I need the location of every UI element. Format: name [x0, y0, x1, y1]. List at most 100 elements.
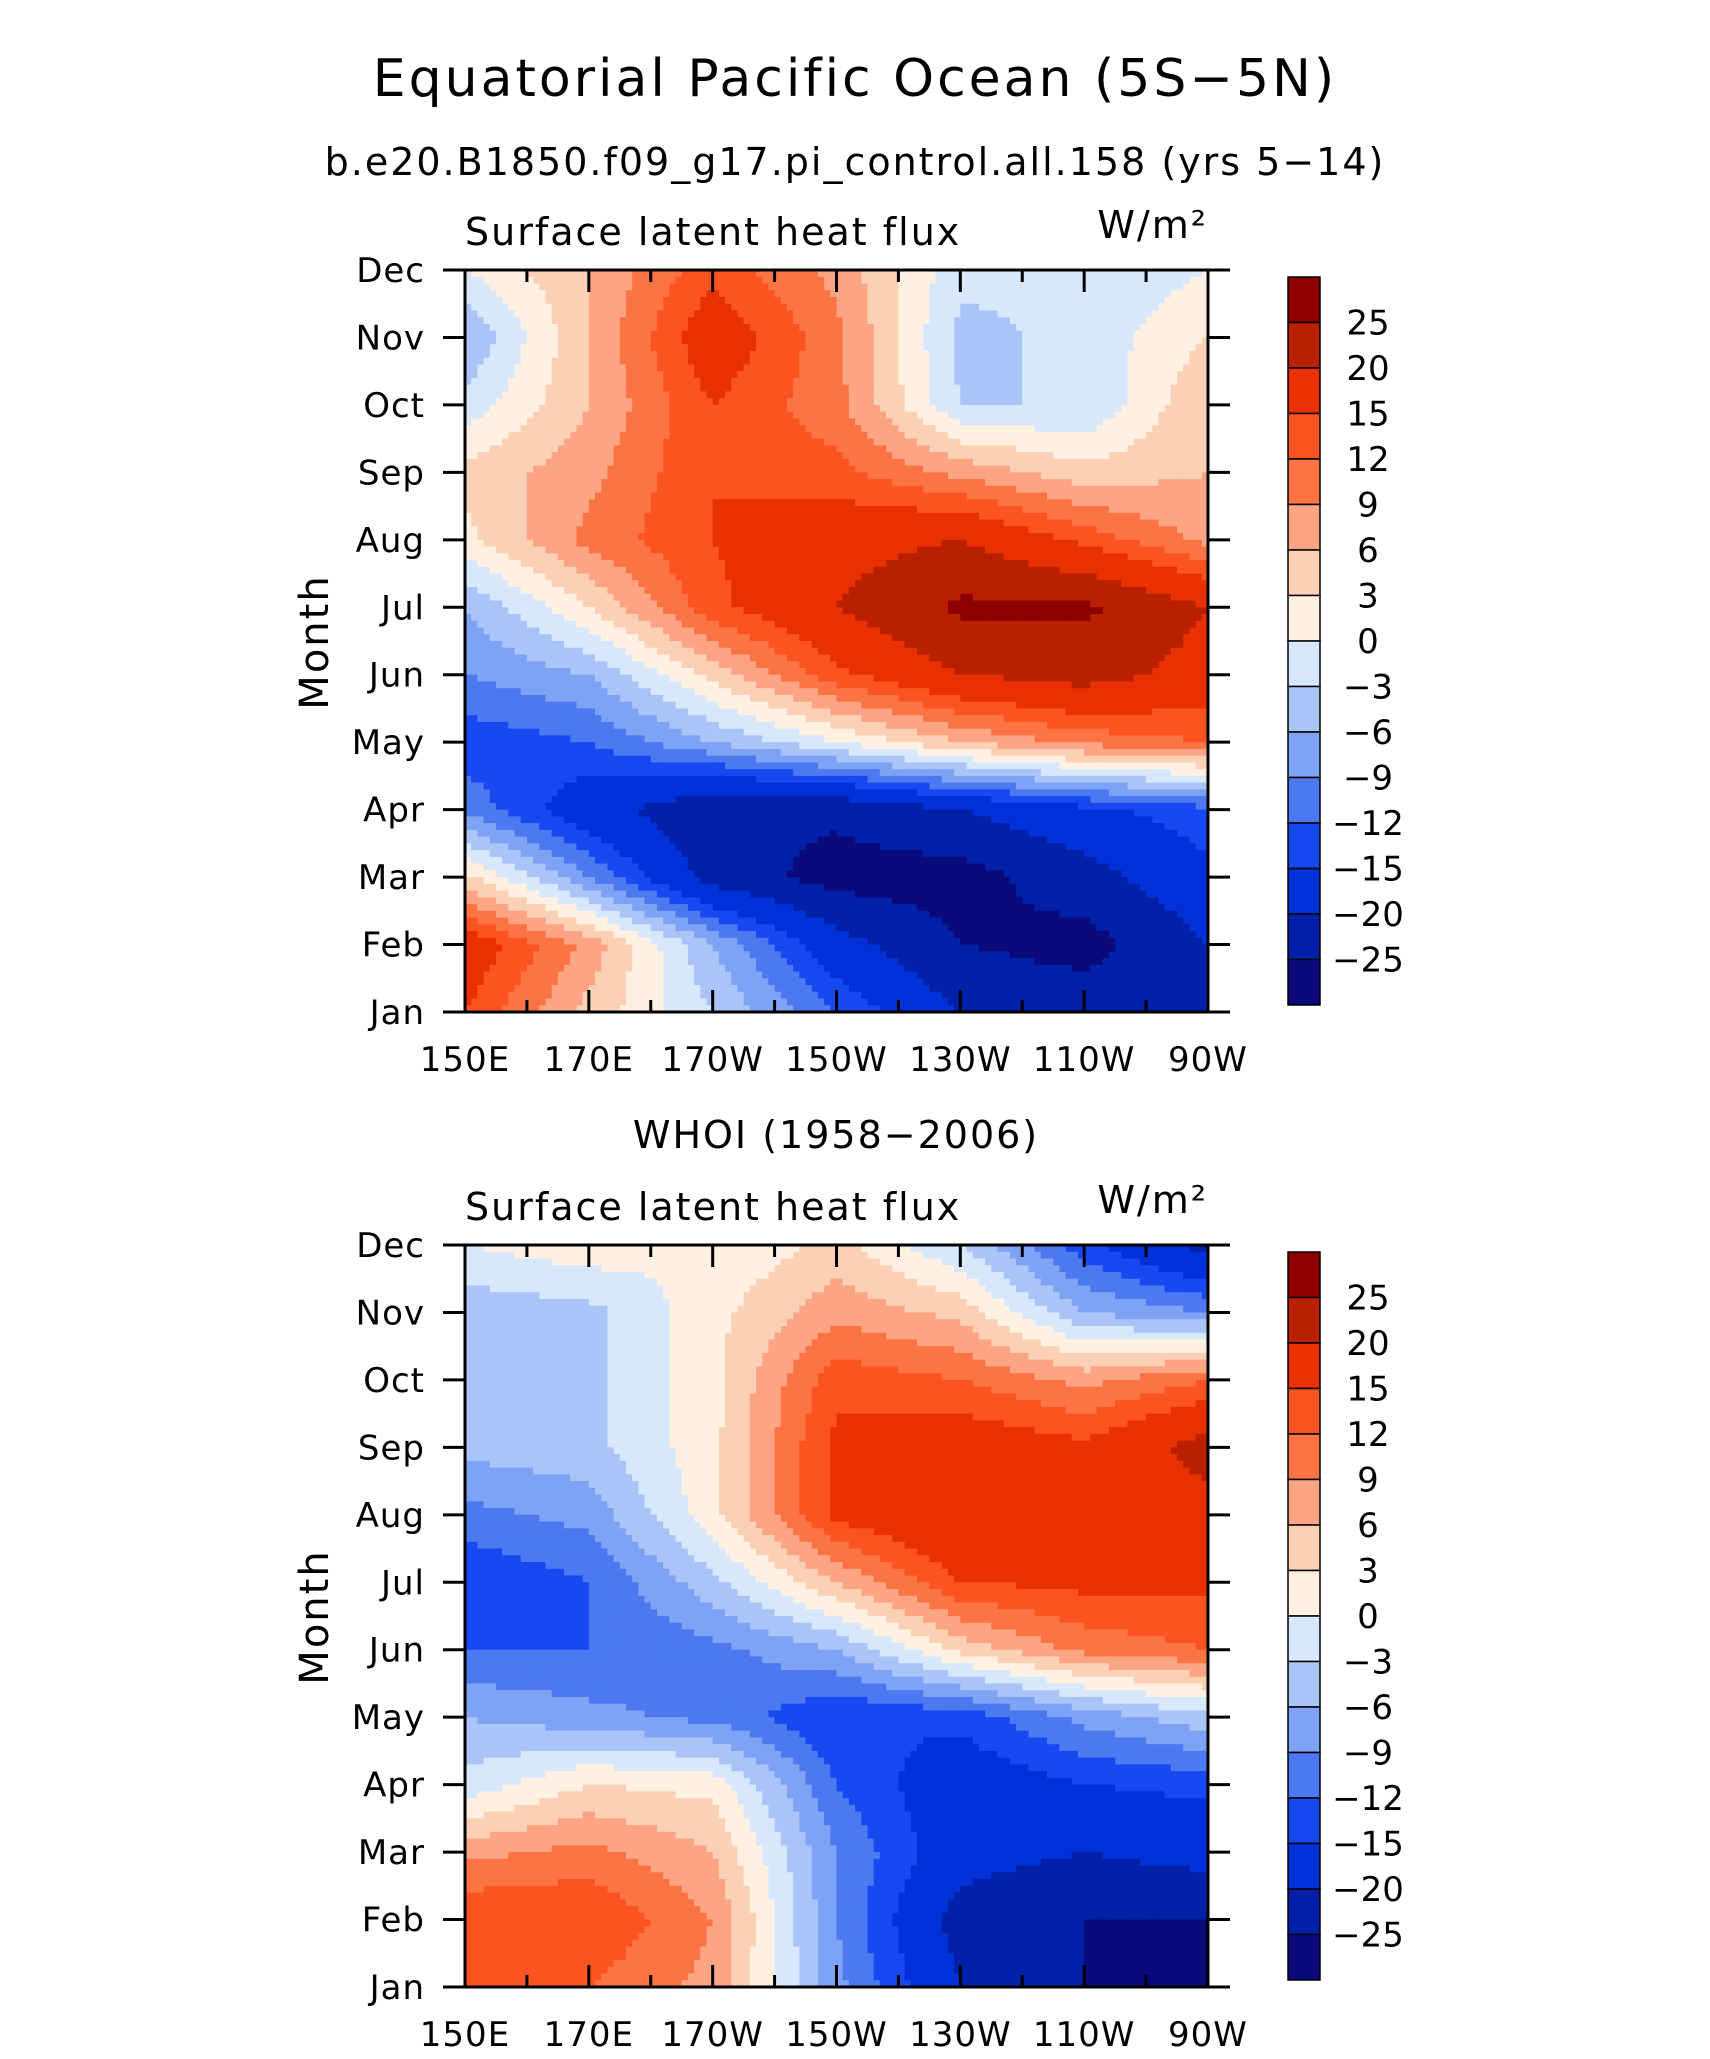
heatmap-cell — [910, 323, 918, 332]
heatmap-cell — [935, 377, 943, 386]
heatmap-cell — [725, 526, 732, 534]
heatmap-cell — [842, 270, 850, 278]
heatmap-cell — [650, 364, 658, 372]
heatmap-cell — [564, 519, 571, 527]
heatmap-cell — [1121, 391, 1129, 399]
heatmap-cell — [1177, 384, 1184, 393]
heatmap-cell — [762, 546, 769, 554]
heatmap-cell — [1077, 425, 1085, 433]
heatmap-cell — [786, 290, 794, 298]
heatmap-cell — [972, 472, 980, 480]
heatmap-cell — [1152, 310, 1160, 318]
heatmap-cell — [768, 391, 776, 399]
heatmap-cell — [1108, 404, 1116, 413]
heatmap-cell — [508, 357, 516, 366]
heatmap-cell — [1183, 317, 1191, 325]
heatmap-cell — [551, 344, 559, 352]
heatmap-cell — [520, 539, 528, 548]
heatmap-cell — [1040, 296, 1048, 305]
heatmap-cell — [1009, 506, 1017, 514]
heatmap-cell — [756, 512, 763, 521]
heatmap-cell — [873, 398, 881, 406]
heatmap-cell — [737, 377, 745, 386]
heatmap-cell — [737, 539, 745, 548]
heatmap-cell — [681, 438, 689, 446]
heatmap-cell — [749, 310, 757, 318]
heatmap-cell — [799, 310, 807, 318]
heatmap-cell — [861, 425, 869, 433]
heatmap-cell — [805, 296, 813, 305]
heatmap-cell — [681, 371, 689, 379]
heatmap-cell — [675, 533, 683, 541]
heatmap-cell — [1065, 499, 1073, 507]
heatmap-cell — [650, 472, 658, 480]
heatmap-cell — [1158, 384, 1166, 393]
heatmap-cell — [997, 425, 1005, 433]
heatmap-cell — [700, 465, 708, 473]
heatmap-cell — [966, 418, 974, 426]
heatmap-cell — [675, 485, 683, 494]
heatmap-cell — [836, 283, 844, 291]
heatmap-cell — [712, 270, 720, 278]
heatmap-cell — [650, 452, 658, 460]
heatmap-cell — [824, 512, 831, 521]
heatmap-cell — [1047, 364, 1054, 372]
heatmap-cell — [644, 310, 652, 318]
heatmap-cell — [904, 546, 912, 554]
heatmap-cell — [694, 418, 701, 426]
heatmap-cell — [978, 344, 986, 352]
heatmap-cell — [836, 317, 844, 325]
heatmap-cell — [465, 357, 472, 366]
heatmap-cell — [595, 283, 602, 291]
heatmap-cell — [997, 337, 1005, 345]
heatmap-cell — [793, 303, 800, 312]
heatmap-cell — [997, 404, 1005, 413]
heatmap-cell — [855, 364, 862, 372]
heatmap-cell — [533, 438, 540, 446]
heatmap-cell — [861, 458, 869, 467]
heatmap-cell — [483, 296, 491, 305]
heatmap-cell — [910, 533, 918, 541]
heatmap-cell — [805, 337, 813, 345]
heatmap-cell — [879, 458, 887, 467]
heatmap-cell — [1090, 492, 1098, 500]
heatmap-cell — [1071, 465, 1079, 473]
heatmap-cell — [687, 546, 695, 554]
heatmap-cell — [817, 317, 825, 325]
heatmap-cell — [811, 519, 819, 527]
heatmap-cell — [718, 546, 726, 554]
heatmap-cell — [743, 344, 751, 352]
heatmap-cell — [910, 479, 918, 487]
heatmap-cell — [465, 404, 472, 413]
heatmap-cell — [805, 411, 813, 419]
heatmap-cell — [607, 330, 615, 339]
heatmap-cell — [1003, 371, 1011, 379]
heatmap-cell — [1127, 270, 1135, 278]
heatmap-cell — [904, 512, 912, 521]
heatmap-cell — [842, 519, 850, 527]
heatmap-cell — [873, 296, 881, 305]
heatmap-cell — [1115, 479, 1122, 487]
heatmap-cell — [465, 371, 472, 379]
heatmap-cell — [502, 472, 509, 480]
heatmap-cell — [923, 404, 930, 413]
heatmap-cell — [644, 391, 652, 399]
heatmap-cell — [768, 276, 776, 285]
heatmap-cell — [545, 431, 553, 440]
heatmap-cell — [923, 438, 930, 446]
heatmap-cell — [1102, 438, 1110, 446]
heatmap-cell — [774, 296, 782, 305]
heatmap-cell — [477, 492, 485, 500]
heatmap-cell — [700, 377, 708, 386]
heatmap-cell — [1170, 431, 1178, 440]
heatmap-cell — [675, 512, 683, 521]
heatmap-cell — [700, 512, 708, 521]
heatmap-cell — [619, 533, 627, 541]
heatmap-cell — [743, 418, 751, 426]
heatmap-cell — [663, 290, 670, 298]
heatmap-cell — [694, 323, 701, 332]
heatmap-cell — [817, 445, 825, 453]
heatmap-cell — [613, 472, 621, 480]
heatmap-cell — [545, 445, 553, 453]
heatmap-cell — [756, 499, 763, 507]
